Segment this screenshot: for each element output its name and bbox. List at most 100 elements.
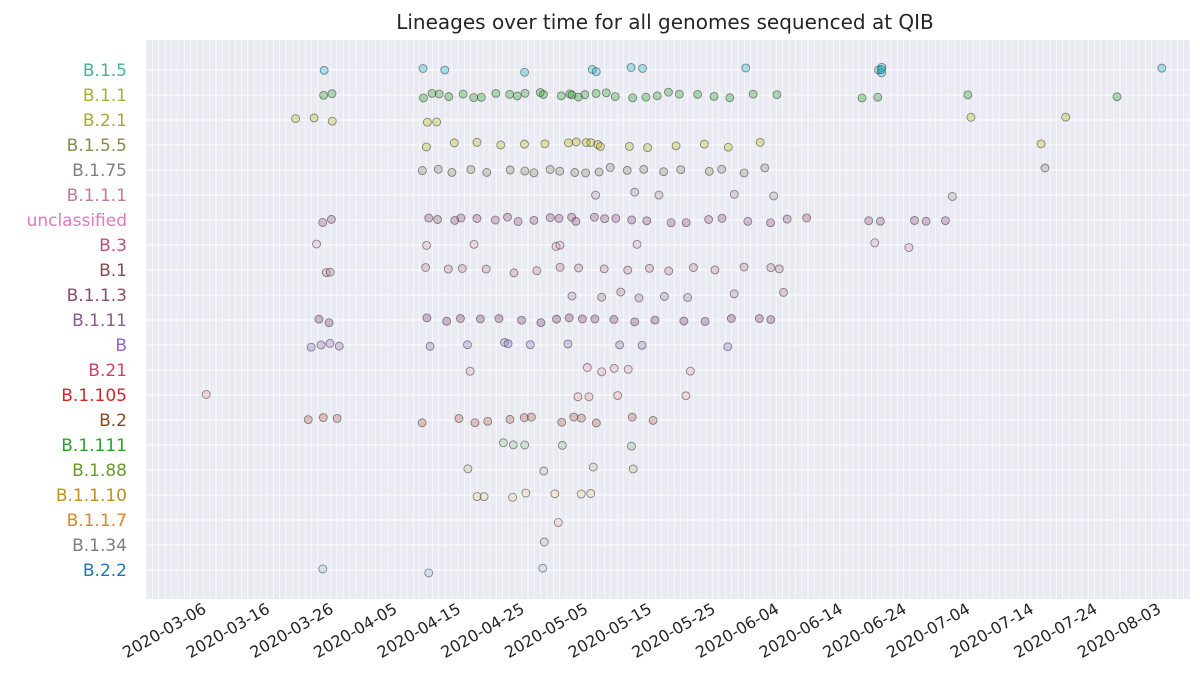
data-point [1157, 63, 1167, 73]
data-point [594, 167, 604, 177]
data-point [427, 88, 437, 98]
data-point [634, 293, 644, 303]
data-point [476, 92, 486, 102]
data-point [638, 63, 647, 73]
data-point [466, 165, 476, 174]
data-point [743, 216, 753, 226]
y-tick-label: B.1.88 [72, 461, 127, 481]
data-point [616, 287, 626, 297]
data-point [717, 213, 727, 223]
data-point [609, 315, 619, 324]
data-point [681, 391, 691, 401]
data-point [332, 413, 342, 423]
data-point [201, 390, 211, 399]
data-point [639, 164, 649, 174]
data-point [455, 314, 465, 323]
data-point [334, 341, 344, 351]
data-point [581, 168, 591, 178]
data-point [947, 191, 957, 201]
y-tick-label: B.1.105 [61, 386, 127, 406]
data-point [555, 262, 565, 272]
data-point [440, 65, 450, 75]
data-point [314, 314, 324, 324]
chart-title: Lineages over time for all genomes seque… [396, 10, 934, 34]
y-tick-label: B.3 [99, 236, 127, 256]
data-point [729, 189, 739, 199]
data-point [470, 418, 480, 428]
data-point [623, 265, 633, 275]
data-point [729, 289, 739, 299]
data-point [513, 216, 523, 226]
data-point [571, 216, 581, 226]
data-point [963, 90, 973, 100]
y-tick-label: B.1.111 [61, 436, 127, 456]
data-point [538, 90, 548, 99]
data-point [748, 89, 758, 99]
data-point [700, 316, 710, 326]
data-point [509, 268, 519, 278]
data-point [573, 92, 583, 102]
data-point [630, 187, 640, 197]
data-point [582, 363, 592, 372]
data-point [769, 191, 779, 201]
data-point [574, 263, 584, 273]
data-point [739, 262, 749, 272]
data-point [610, 92, 620, 102]
data-point [496, 140, 506, 150]
data-point [571, 137, 581, 147]
data-point [454, 414, 464, 423]
data-point [605, 163, 615, 172]
data-point [659, 292, 669, 301]
data-point [782, 214, 792, 224]
data-point [469, 93, 479, 103]
data-point [623, 364, 633, 374]
data-point [538, 563, 548, 573]
data-point [704, 215, 714, 224]
y-tick-label: B.1 [99, 261, 127, 281]
data-point [490, 215, 500, 225]
data-point [627, 215, 637, 225]
data-point [520, 166, 530, 176]
y-tick-label: B [115, 336, 127, 356]
data-point [472, 214, 482, 223]
data-point [627, 441, 636, 451]
data-point [766, 263, 776, 273]
data-point [564, 138, 573, 148]
data-point [557, 440, 567, 450]
data-point [591, 190, 601, 200]
y-tick-label: B.1.11 [72, 311, 127, 331]
data-point [857, 93, 867, 103]
data-point [520, 67, 530, 77]
data-point [491, 88, 501, 98]
data-point [611, 213, 621, 223]
data-point [590, 314, 600, 324]
data-point [766, 218, 776, 228]
data-point [563, 339, 573, 349]
y-tick-label: B.1.1.7 [67, 511, 127, 531]
data-point [539, 537, 549, 547]
data-point [774, 264, 784, 274]
data-point [433, 215, 443, 224]
data-point [679, 316, 689, 326]
data-point [663, 87, 673, 97]
data-point [588, 462, 598, 472]
y-tick-label: B.1.5 [83, 61, 127, 81]
data-point [940, 216, 950, 226]
data-point [494, 314, 504, 323]
data-point [693, 89, 703, 99]
data-point [766, 315, 776, 325]
data-point [676, 165, 686, 175]
data-point [1040, 163, 1050, 173]
data-point [465, 366, 475, 376]
data-point [654, 190, 664, 200]
data-point [726, 314, 736, 323]
data-point [624, 141, 634, 151]
data-point [422, 117, 432, 127]
data-point [539, 466, 549, 476]
data-point [457, 264, 467, 273]
y-tick-label: B.2.1 [83, 111, 127, 131]
data-point [772, 90, 782, 100]
data-point [475, 314, 485, 324]
data-point [318, 217, 328, 227]
data-point [591, 67, 601, 77]
